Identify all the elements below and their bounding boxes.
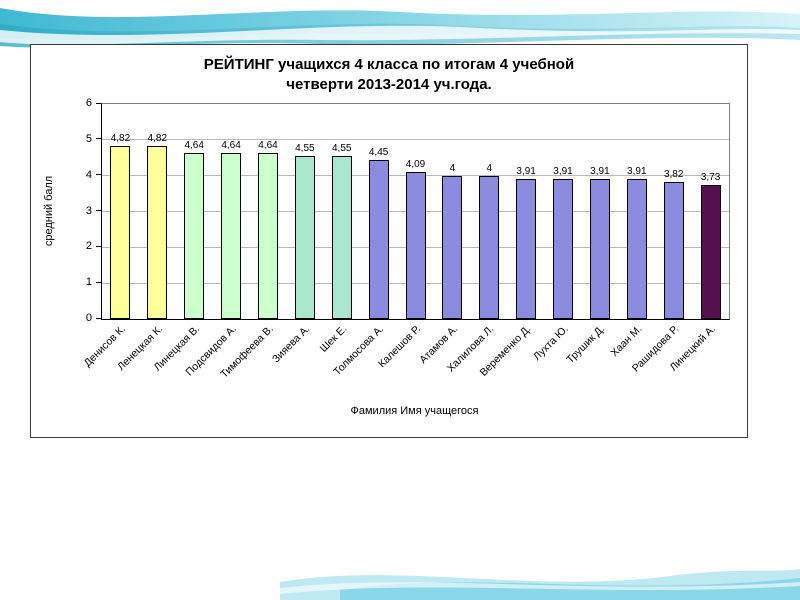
bar bbox=[184, 153, 205, 319]
top-wave-decoration bbox=[0, 8, 800, 48]
bar-value-label: 3,91 bbox=[553, 166, 573, 177]
bar-value-label: 4,09 bbox=[405, 159, 426, 170]
bar-value-label: 3,73 bbox=[700, 172, 721, 183]
x-labels: Денисов К. Ленецкая К. Линецкая В. Подсвидо… bbox=[82, 319, 728, 405]
bar bbox=[589, 179, 610, 319]
bar bbox=[147, 146, 168, 319]
y-tick-label: 1 bbox=[85, 276, 92, 289]
y-axis: 0 1 2 3 4 5 6 bbox=[59, 97, 101, 324]
bar-value-label: 4 bbox=[449, 163, 456, 174]
bar-value-label: 3,91 bbox=[590, 166, 610, 177]
y-tick-mark bbox=[96, 245, 101, 247]
y-tick-label: 5 bbox=[85, 132, 92, 145]
y-tick-label: 2 bbox=[85, 240, 92, 253]
bar bbox=[405, 172, 426, 319]
x-axis-title: Фамилия Имя учащегося bbox=[350, 405, 479, 417]
category-label: Шек Е. bbox=[317, 323, 350, 355]
category-label: Зияева А. bbox=[270, 323, 313, 366]
y-tick-mark bbox=[96, 317, 101, 319]
bar-value-label: 3,91 bbox=[627, 166, 647, 177]
chart-container: РЕЙТИНГ учащихся 4 класса по итогам 4 уч… bbox=[30, 44, 748, 438]
bar bbox=[368, 160, 389, 319]
chart-title-line-2: четверти 2013-2014 уч.года. bbox=[286, 75, 492, 93]
gridline bbox=[102, 139, 729, 141]
bar bbox=[479, 176, 500, 319]
chart-title-line-1: РЕЙТИНГ учащихся 4 класса по итогам 4 уч… bbox=[203, 56, 575, 73]
bar-value-label: 4,82 bbox=[147, 133, 168, 144]
y-axis-title-wrap: средний балл bbox=[41, 103, 57, 318]
y-tick-label: 0 bbox=[85, 312, 92, 324]
bottom-wave-decoration bbox=[280, 569, 800, 600]
bar bbox=[331, 156, 352, 319]
bar bbox=[221, 153, 242, 319]
y-tick-label: 6 bbox=[85, 97, 92, 109]
bar-value-label: 3,91 bbox=[516, 166, 536, 177]
bar-value-label: 4,64 bbox=[184, 140, 204, 151]
chart-title: РЕЙТИНГ учащихся 4 класса по итогам 4 уч… bbox=[31, 55, 747, 94]
y-tick-label: 4 bbox=[85, 168, 92, 181]
category-label: Хаан М. bbox=[608, 323, 645, 360]
bar bbox=[516, 179, 537, 319]
bar-value-label: 4,45 bbox=[368, 147, 389, 158]
y-tick-mark bbox=[96, 138, 101, 140]
bar bbox=[442, 176, 463, 319]
bar-value-label: 4,82 bbox=[110, 133, 131, 144]
y-tick-mark bbox=[96, 281, 101, 283]
bar bbox=[110, 146, 131, 319]
bar-value-label: 4 bbox=[486, 163, 493, 174]
bar bbox=[700, 185, 721, 319]
bar bbox=[294, 156, 315, 319]
y-tick-mark bbox=[96, 102, 101, 104]
bar bbox=[626, 179, 647, 319]
y-tick-mark bbox=[96, 174, 101, 176]
plot-area: 4,82 4,82 4,64 4,64 4,64 4,55 4,55 4,45 4,09 4 4 3,… bbox=[101, 103, 730, 320]
bar-value-label: 4,64 bbox=[221, 140, 241, 151]
bar-value-label: 4,64 bbox=[258, 140, 278, 151]
y-tick-label: 3 bbox=[85, 204, 92, 217]
bar bbox=[663, 182, 684, 319]
category-label: Трушик Д. bbox=[564, 323, 608, 366]
y-axis-title: средний балл bbox=[43, 175, 55, 246]
bar-value-label: 3,82 bbox=[663, 169, 684, 180]
bar bbox=[257, 153, 278, 319]
bar-value-label: 4,55 bbox=[295, 143, 315, 154]
bar-value-label: 4,55 bbox=[332, 143, 352, 154]
y-tick-mark bbox=[96, 210, 101, 211]
bar bbox=[553, 179, 574, 319]
